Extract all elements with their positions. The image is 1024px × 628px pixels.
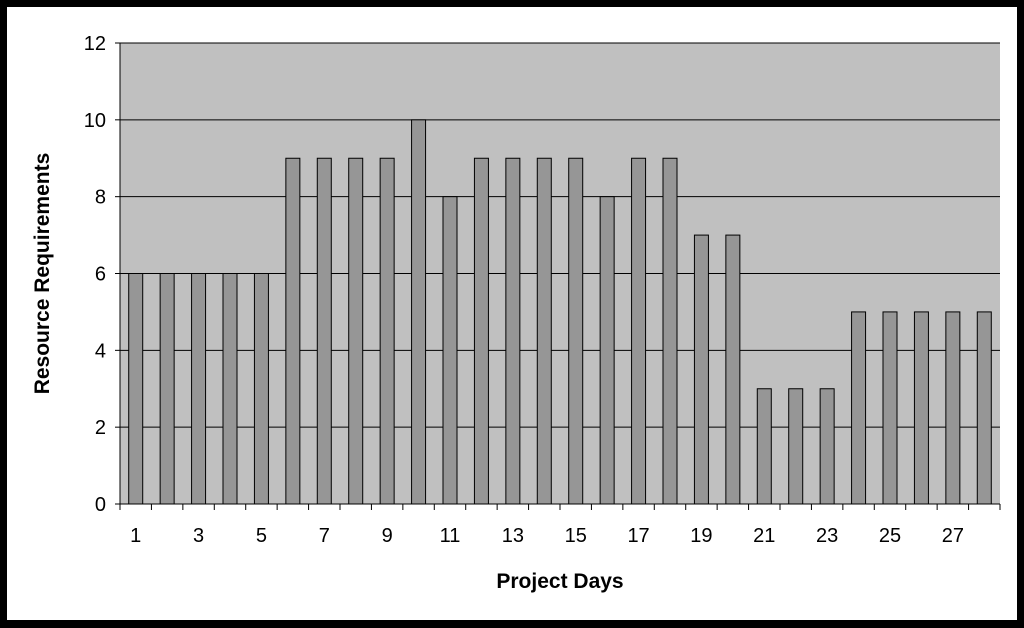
x-tick-labels: 1 3 5 7 9 11 13 15 17 19 21 23 25 27 — [130, 525, 964, 547]
x-tick-label: 27 — [942, 525, 964, 547]
y-tick-labels: 0 2 4 6 8 10 12 — [84, 33, 106, 516]
bar-day-14 — [536, 157, 552, 505]
x-tick-label: 19 — [690, 525, 712, 547]
bar-day-21 — [756, 388, 772, 505]
x-tick-label: 9 — [382, 525, 393, 547]
chart-frame: 0 2 4 6 8 10 12 1 3 5 7 9 11 13 15 17 19 21 23 25 27 Projec… — [7, 7, 1017, 620]
x-tick-label: 13 — [502, 525, 524, 547]
bar-day-8 — [348, 157, 364, 505]
bar-day-24 — [851, 311, 867, 505]
x-tick-label: 17 — [627, 525, 649, 547]
bar-day-5 — [253, 273, 269, 505]
bar-day-17 — [631, 157, 647, 505]
bar-day-26 — [913, 311, 929, 505]
y-axis-title: Resource Requirements — [31, 153, 54, 395]
bar-day-13 — [505, 157, 521, 505]
bar-day-23 — [819, 388, 835, 505]
y-tick-label: 12 — [84, 33, 106, 55]
y-tick-label: 6 — [95, 264, 106, 286]
y-tick-label: 2 — [95, 417, 106, 439]
bar-day-19 — [693, 234, 709, 505]
bar-day-28 — [976, 311, 992, 505]
bar-day-22 — [788, 388, 804, 505]
x-tick-label: 23 — [816, 525, 838, 547]
x-tick-label: 7 — [319, 525, 330, 547]
bar-day-11 — [442, 196, 458, 505]
x-tick-label: 5 — [256, 525, 267, 547]
bar-day-20 — [725, 234, 741, 505]
bar-day-4 — [222, 273, 238, 505]
bar-day-7 — [316, 157, 332, 505]
bar-day-16 — [599, 196, 615, 505]
bar-day-10 — [411, 119, 427, 505]
bar-day-15 — [568, 157, 584, 505]
x-axis-title: Project Days — [496, 570, 623, 593]
bar-day-6 — [285, 157, 301, 505]
bar-day-27 — [945, 311, 961, 505]
bar-day-12 — [473, 157, 489, 505]
bar-day-1 — [128, 273, 144, 505]
y-tick-label: 0 — [95, 494, 106, 516]
axes — [115, 42, 1001, 510]
x-tick-label: 15 — [565, 525, 587, 547]
x-tick-label: 11 — [440, 525, 461, 547]
x-tick-label: 3 — [193, 525, 204, 547]
x-tick-label: 25 — [879, 525, 901, 547]
bar-day-18 — [662, 157, 678, 505]
bar-day-3 — [191, 273, 207, 505]
bars — [128, 119, 992, 505]
y-tick-label: 10 — [84, 110, 106, 132]
y-tick-label: 4 — [95, 340, 106, 362]
x-tick-label: 21 — [753, 525, 775, 547]
y-tick-label: 8 — [95, 187, 106, 209]
x-tick-label: 1 — [130, 525, 141, 547]
bar-day-2 — [159, 273, 175, 505]
bar-day-25 — [882, 311, 898, 505]
bar-day-9 — [379, 157, 395, 505]
